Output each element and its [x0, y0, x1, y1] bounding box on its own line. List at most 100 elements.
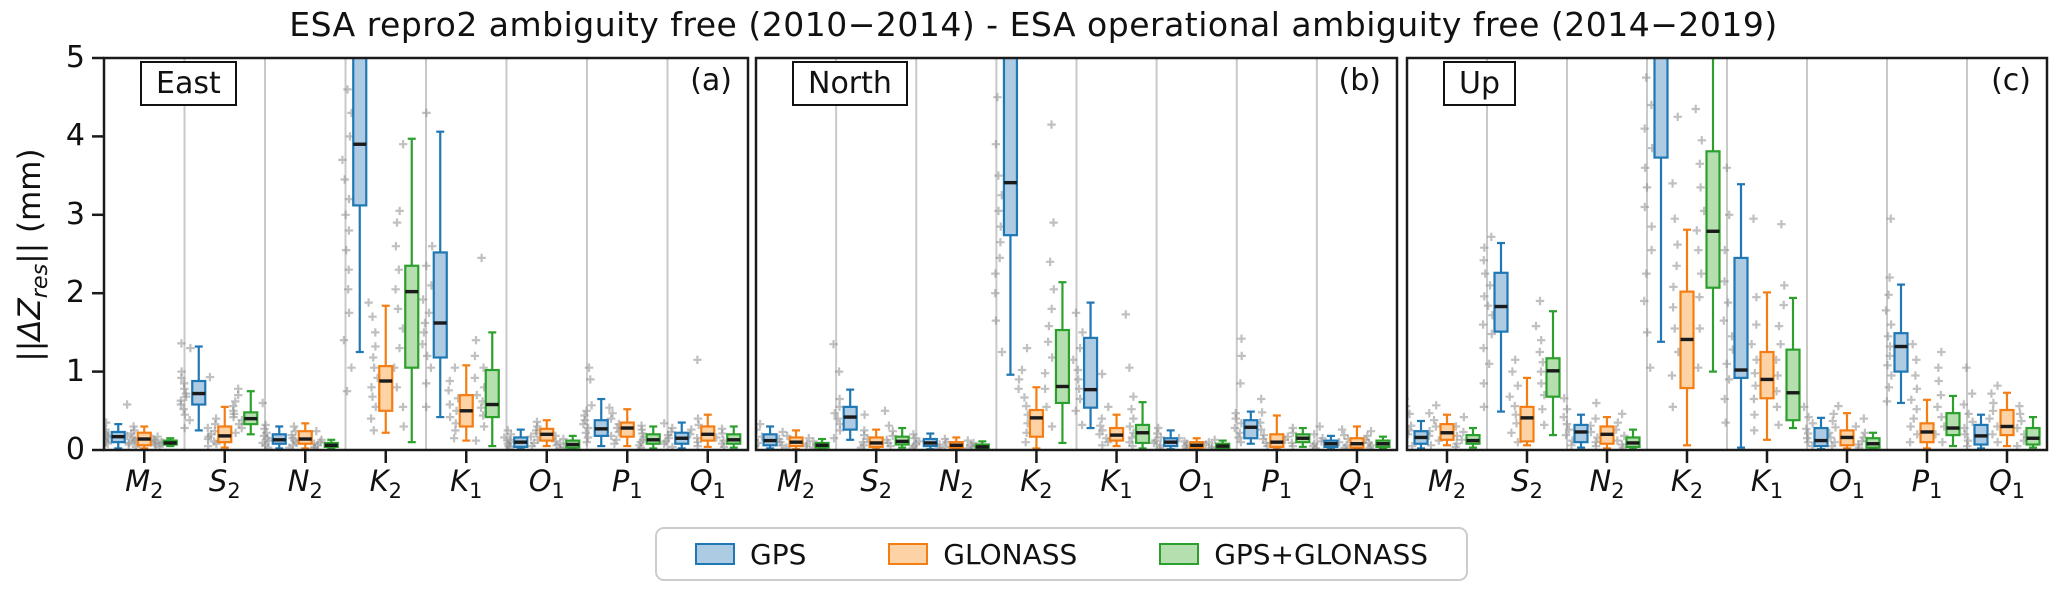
station-point-marker [2017, 416, 2026, 426]
station-point-marker [1934, 376, 1943, 386]
station-point-marker [612, 435, 621, 444]
station-point-marker [1127, 405, 1136, 414]
station-point-marker [177, 367, 186, 376]
box-glonass [1519, 405, 1535, 443]
station-point-marker [1725, 210, 1734, 219]
station-point-marker [261, 420, 270, 430]
station-point-marker [1885, 342, 1895, 351]
station-point-marker [451, 426, 460, 435]
station-point-marker [1670, 324, 1679, 333]
station-point-marker [344, 226, 354, 235]
station-point-marker [344, 194, 354, 204]
station-point-marker [1237, 334, 1246, 343]
station-point-marker [1049, 285, 1058, 294]
box-gps [1493, 271, 1509, 333]
station-point-marker [660, 419, 669, 428]
station-point-marker [422, 261, 431, 270]
station-point-marker [342, 387, 352, 396]
station-point-marker [1562, 419, 1572, 429]
station-point-marker [445, 400, 454, 409]
station-point-marker [1431, 422, 1441, 431]
station-point-marker [1906, 422, 1915, 431]
station-point-marker [2015, 409, 2025, 419]
station-point-marker [476, 403, 486, 412]
station-point-marker [1670, 214, 1679, 223]
station-point-marker [1668, 402, 1677, 412]
station-point-marker [369, 353, 378, 362]
station-point-marker [1885, 273, 1894, 282]
station-point-marker [1564, 425, 1574, 434]
station-point-marker [995, 253, 1004, 263]
station-point-marker [1480, 292, 1489, 301]
station-point-marker [344, 265, 353, 274]
station-point-marker [991, 289, 1000, 298]
station-point-marker [1073, 365, 1083, 375]
station-point-marker [756, 438, 759, 441]
station-point-marker [470, 373, 480, 383]
station-point-marker [880, 406, 890, 415]
station-point-marker [1646, 363, 1655, 372]
station-point-marker [835, 394, 844, 404]
station-point-marker [1777, 220, 1786, 229]
station-point-marker [1968, 417, 1977, 426]
station-point-marker [1236, 438, 1246, 447]
station-point-marker [205, 372, 215, 382]
station-point-marker [1993, 381, 2002, 390]
station-point-marker [1911, 371, 1920, 380]
box-gps [432, 251, 448, 359]
station-point-marker [1535, 347, 1544, 357]
station-point-marker [802, 439, 812, 448]
legend: GPS GLONASS GPS+GLONASS [655, 527, 1468, 581]
station-point-marker [1536, 367, 1546, 376]
station-point-marker [1697, 136, 1706, 145]
station-point-marker [1429, 416, 1439, 425]
station-point-marker [1559, 412, 1568, 422]
station-point-marker [1640, 163, 1650, 172]
station-point-marker [1315, 422, 1324, 431]
station-point-marker [991, 316, 1001, 325]
station-point-marker [418, 295, 428, 304]
station-point-marker [1886, 214, 1895, 223]
box-gps-glonass [1054, 328, 1071, 405]
station-point-marker [1366, 427, 1376, 436]
station-point-marker [556, 439, 565, 448]
box-gps [1082, 336, 1099, 409]
station-point-marker [1694, 245, 1703, 255]
station-point-marker [1040, 369, 1050, 378]
station-point-marker [234, 384, 243, 393]
box-gps [1243, 419, 1259, 440]
station-point-marker [1021, 438, 1030, 447]
station-point-marker [1987, 389, 1996, 398]
station-point-marker [1235, 428, 1245, 437]
legend-label-glonass: GLONASS [943, 537, 1078, 571]
station-point-marker [1510, 401, 1519, 411]
station-point-marker [1667, 371, 1677, 380]
station-point-marker [503, 426, 512, 435]
station-point-marker [1042, 402, 1051, 412]
station-point-marker [1310, 430, 1319, 439]
station-point-marker [1363, 431, 1372, 441]
box-gps-glonass [484, 368, 500, 419]
station-point-marker [1512, 419, 1521, 428]
station-point-marker [1342, 441, 1351, 450]
panel-east [104, 58, 742, 450]
station-point-marker [1457, 435, 1466, 444]
station-point-marker [1642, 183, 1652, 192]
station-point-marker [258, 438, 267, 448]
legend-swatch-glonass [888, 543, 929, 565]
station-point-marker [1049, 218, 1058, 227]
station-point-marker [1459, 412, 1469, 422]
station-point-marker [1613, 418, 1622, 427]
station-point-marker [693, 414, 703, 423]
station-point-marker [1750, 410, 1759, 419]
station-point-marker [1643, 328, 1652, 337]
station-point-marker [211, 414, 221, 423]
station-point-marker [1829, 409, 1838, 419]
station-point-marker [1104, 402, 1113, 412]
station-point-marker [1560, 394, 1569, 403]
station-point-marker [289, 422, 299, 431]
station-point-marker [181, 389, 191, 398]
box-gps-glonass [1705, 150, 1721, 289]
station-point-marker [756, 419, 765, 429]
